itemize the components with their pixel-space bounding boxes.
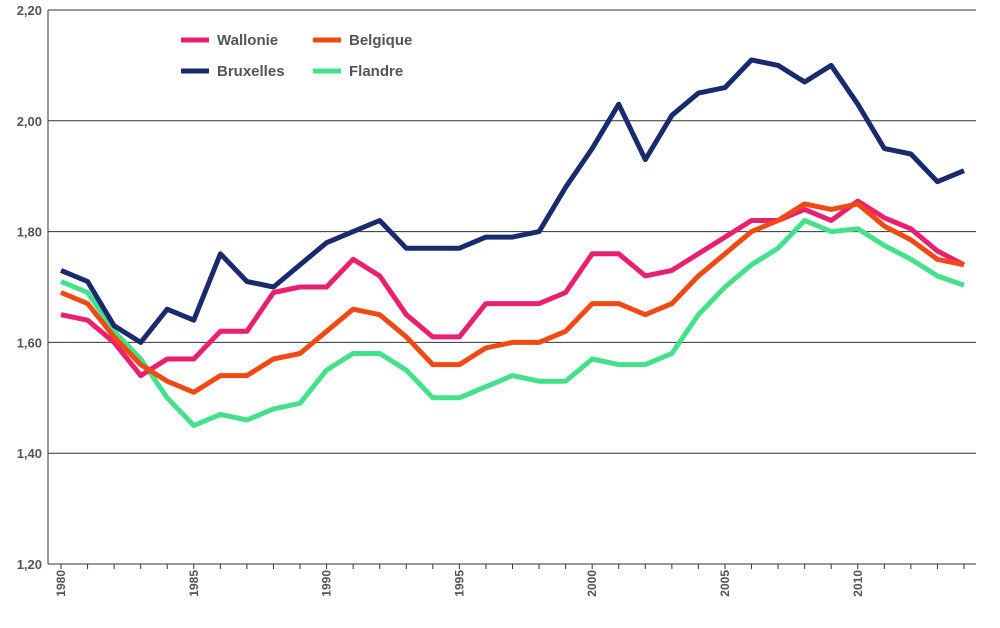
series-line-wallonie [60, 198, 966, 379]
x-axis-tick-labels: 1980 1985 1990 1995 2000 2005 2010 [54, 570, 865, 597]
x-tick-label: 1980 [54, 570, 68, 597]
x-tick-label: 1990 [320, 570, 334, 597]
y-tick-label: 1,20 [17, 557, 42, 572]
y-tick-label: 1,80 [17, 225, 42, 240]
legend-label-wallonie: Wallonie [217, 32, 278, 49]
legend-label-bruxelles: Bruxelles [217, 63, 285, 80]
y-axis-tick-labels: 1,20 1,40 1,60 1,80 2,00 2,20 [17, 3, 42, 572]
legend-label-flandre: Flandre [349, 63, 403, 80]
series-lines [60, 57, 966, 428]
x-tick-label: 2010 [851, 570, 865, 597]
gridlines [48, 9, 976, 454]
axes [47, 10, 976, 569]
x-tick-label: 2005 [718, 570, 732, 597]
x-tick-label: 1985 [187, 570, 201, 597]
legend: Wallonie Belgique Bruxelles Flandre [181, 32, 412, 80]
x-tick-label: 1995 [452, 570, 466, 597]
y-tick-label: 1,60 [17, 335, 42, 350]
y-tick-label: 2,00 [17, 114, 42, 129]
y-tick-label: 2,20 [17, 3, 42, 18]
legend-label-belgique: Belgique [349, 32, 412, 49]
y-tick-label: 1,40 [17, 446, 42, 461]
series-line-belgique [60, 201, 965, 395]
series-line-flandre [60, 218, 965, 428]
x-tick-label: 2000 [585, 570, 599, 597]
series-line-bruxelles [60, 57, 965, 345]
